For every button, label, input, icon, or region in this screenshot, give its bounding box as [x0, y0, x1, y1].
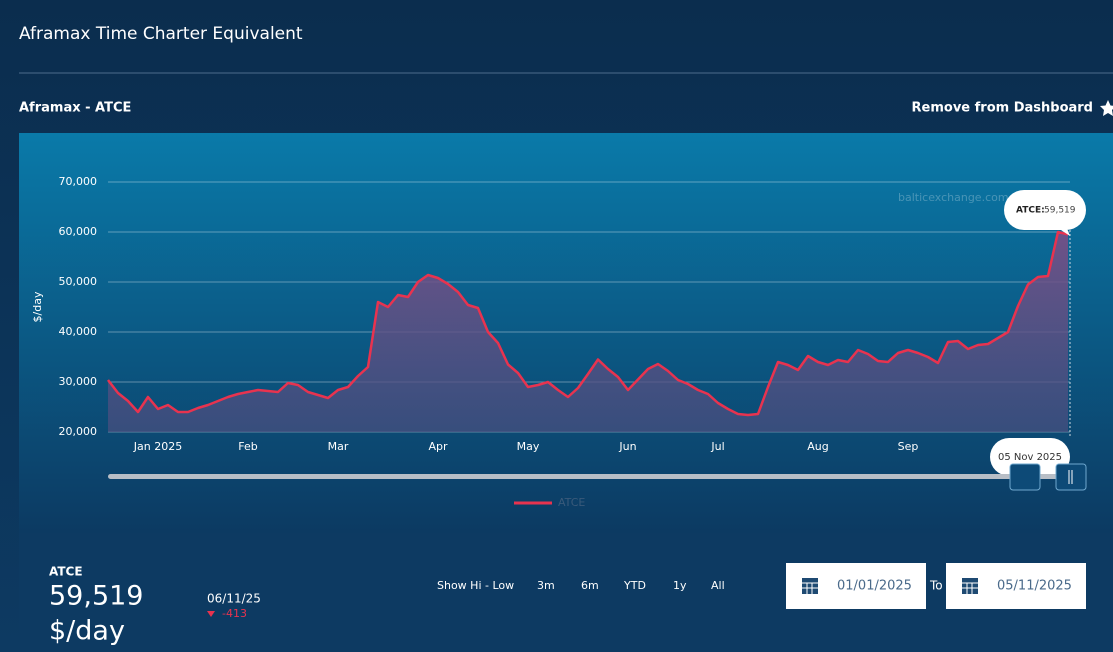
- range-button[interactable]: 1y: [673, 579, 687, 592]
- y-tick-label: 20,000: [59, 425, 98, 438]
- summary-name: ATCE: [49, 565, 83, 579]
- range-button[interactable]: Show Hi - Low: [437, 579, 514, 592]
- to-label: To: [929, 579, 943, 593]
- x-tick-label: Apr: [428, 440, 448, 453]
- star-icon[interactable]: [1100, 100, 1113, 116]
- summary-date: 06/11/25: [207, 592, 261, 606]
- range-buttons: Show Hi - Low 3m 6m YTD 1y All: [437, 579, 725, 592]
- calendar-grid: [802, 582, 978, 594]
- x-tick-label: Jun: [618, 440, 636, 453]
- y-tick-label: 60,000: [59, 225, 98, 238]
- series-line: [107, 230, 1069, 417]
- y-tick-label: 30,000: [59, 375, 98, 388]
- to-date[interactable]: 05/11/2025: [997, 579, 1072, 594]
- summary-unit: $/day: [49, 616, 125, 647]
- y-tick-label: 40,000: [59, 325, 98, 338]
- summary-change: -413: [222, 607, 247, 620]
- scrollbar-track: [108, 474, 1070, 479]
- range-button[interactable]: 6m: [581, 579, 599, 592]
- x-tick-label: Aug: [807, 440, 828, 453]
- tooltip-box: [1004, 190, 1086, 230]
- tooltip-label: ATCE:: [1016, 206, 1045, 216]
- x-tick-label: May: [517, 440, 540, 453]
- x-tick-label: Sep: [898, 440, 919, 453]
- x-tick-label: Jul: [710, 440, 724, 453]
- y-tick-label: 70,000: [59, 175, 98, 188]
- watermark: balticexchange.com: [898, 191, 1009, 204]
- remove-button[interactable]: Remove from Dashboard: [912, 101, 1093, 116]
- x-tick-label: Mar: [328, 440, 349, 453]
- scroll-handle[interactable]: [1055, 463, 1087, 491]
- chart-panel: [19, 133, 1113, 533]
- area: [108, 232, 1068, 432]
- down-arrow: [207, 611, 215, 617]
- tooltip-value: 59,519: [1044, 206, 1076, 216]
- tooltip-tail: [1058, 226, 1070, 236]
- range-button[interactable]: All: [711, 579, 725, 592]
- chart: balticexchange.com 20,000 30,000 40,000 50,0…: [31, 175, 1086, 509]
- y-tick-label: 50,000: [59, 275, 98, 288]
- range-button[interactable]: 3m: [537, 579, 555, 592]
- date-label: 05 Nov 2025: [998, 452, 1062, 463]
- x-tick-label: Feb: [238, 440, 257, 453]
- range-button[interactable]: YTD: [623, 579, 646, 592]
- y-axis-label: $/day: [31, 291, 44, 322]
- x-tick-label: Jan 2025: [133, 440, 182, 453]
- page-title: Aframax Time Charter Equivalent: [19, 24, 303, 44]
- from-date[interactable]: 01/01/2025: [837, 579, 912, 594]
- panel-title: Aframax - ATCE: [19, 101, 131, 116]
- summary-value: 59,519: [49, 581, 143, 612]
- calendar-icon: [802, 578, 978, 594]
- legend-label[interactable]: ATCE: [558, 496, 585, 509]
- scroll-handle[interactable]: [1009, 463, 1041, 491]
- summary-panel: [19, 533, 1113, 652]
